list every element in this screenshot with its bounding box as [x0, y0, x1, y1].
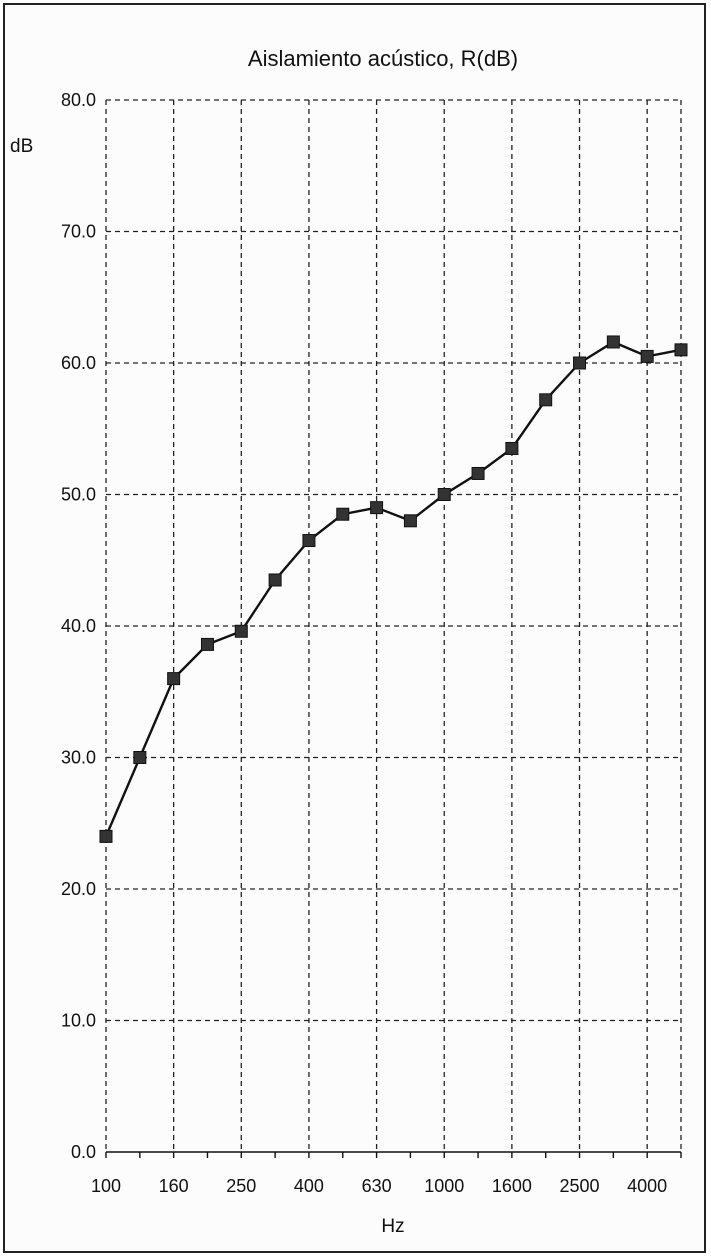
x-tick-label: 630 — [362, 1176, 392, 1196]
data-point — [167, 672, 181, 686]
data-point — [471, 466, 485, 480]
y-tick-label: 30.0 — [61, 748, 96, 768]
x-tick-label: 4000 — [627, 1176, 667, 1196]
y-tick-label: 0.0 — [71, 1142, 96, 1162]
series — [99, 335, 688, 843]
data-point — [336, 507, 350, 521]
y-tick-label: 20.0 — [61, 879, 96, 899]
data-point — [437, 488, 451, 501]
data-point — [606, 335, 620, 349]
data-point — [573, 356, 587, 370]
data-point — [505, 441, 519, 455]
y-tick-label: 80.0 — [61, 90, 96, 110]
y-axis-label: dB — [10, 136, 33, 157]
x-tick-label: 1600 — [492, 1176, 532, 1196]
x-tick-label: 160 — [159, 1176, 189, 1196]
x-tick-label: 250 — [226, 1176, 256, 1196]
y-tick-label: 10.0 — [61, 1011, 96, 1031]
data-point — [674, 343, 688, 357]
x-tick-label: 1000 — [424, 1176, 464, 1196]
data-point — [268, 573, 282, 587]
x-tick-label: 100 — [91, 1176, 121, 1196]
chart-title: Aislamiento acústico, R(dB) — [248, 46, 518, 71]
data-point — [302, 534, 316, 548]
data-point — [234, 624, 248, 638]
data-point — [640, 349, 654, 363]
y-tick-label: 70.0 — [61, 222, 96, 242]
data-point — [200, 637, 214, 651]
data-point — [99, 829, 113, 843]
data-point — [539, 393, 553, 407]
y-tick-label: 50.0 — [61, 485, 96, 505]
x-axis-label: Hz — [381, 1216, 404, 1237]
x-tick-label: 400 — [294, 1176, 324, 1196]
data-point — [370, 501, 384, 515]
x-tick-label: 2500 — [560, 1176, 600, 1196]
y-tick-label: 40.0 — [61, 616, 96, 636]
chart-frame — [3, 3, 706, 1253]
tick-labels: 80.0 70.0 60.0 50.0 40.0 30.0 20.0 10.0 0.0 100 16… — [61, 90, 667, 1196]
y-tick-label: 60.0 — [61, 353, 96, 373]
series-line — [104, 340, 682, 837]
grid — [105, 99, 682, 1158]
data-point — [403, 514, 417, 528]
data-point — [133, 751, 147, 764]
